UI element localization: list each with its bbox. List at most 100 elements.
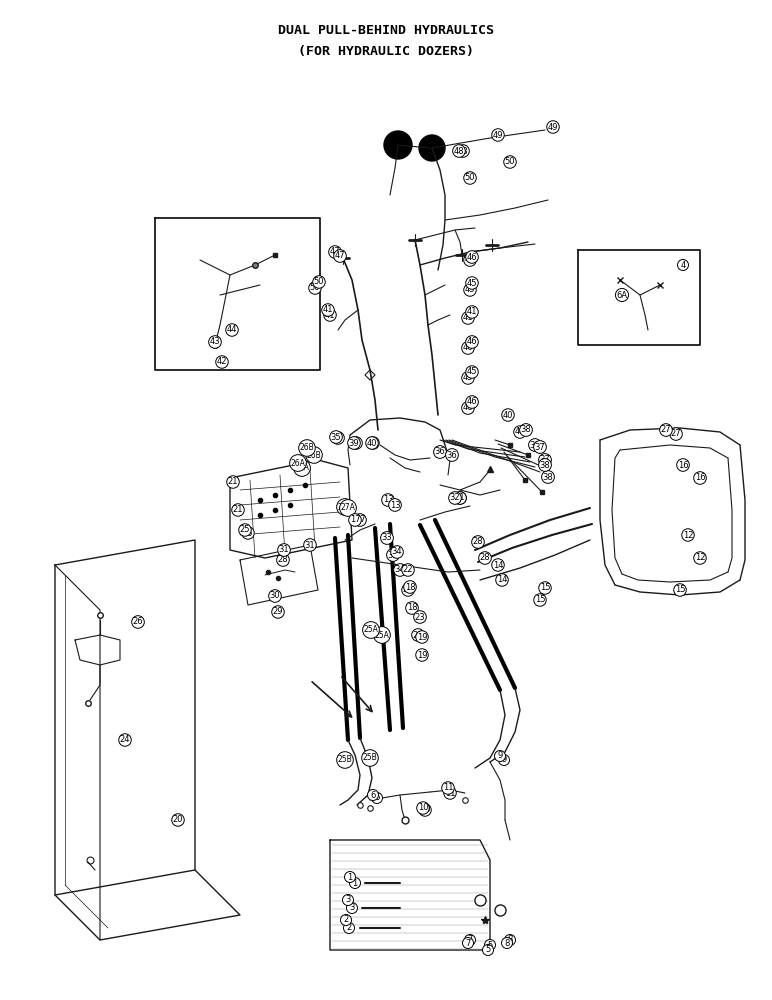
Text: 30: 30 — [269, 591, 280, 600]
Text: 32: 32 — [455, 493, 466, 502]
Circle shape — [419, 135, 445, 161]
Text: 26A: 26A — [295, 464, 310, 473]
Text: 41: 41 — [323, 306, 334, 314]
Text: 41: 41 — [462, 314, 473, 322]
Text: 46: 46 — [467, 252, 477, 261]
Text: 34: 34 — [394, 566, 405, 574]
Text: 25: 25 — [242, 528, 253, 538]
Text: 14: 14 — [496, 576, 507, 584]
Text: 1: 1 — [347, 872, 353, 882]
Text: 26B: 26B — [300, 444, 314, 452]
Text: 25A: 25A — [374, 631, 389, 640]
Text: 26B: 26B — [306, 450, 321, 460]
Text: 15: 15 — [675, 585, 686, 594]
Text: 49: 49 — [548, 122, 558, 131]
Text: 45: 45 — [467, 278, 477, 288]
Text: 40: 40 — [367, 438, 378, 448]
Text: 27A: 27A — [337, 502, 353, 512]
Text: 38: 38 — [520, 426, 531, 434]
Text: 23: 23 — [415, 612, 425, 621]
Text: 11: 11 — [443, 784, 453, 792]
Circle shape — [384, 131, 412, 159]
Text: 38: 38 — [543, 473, 554, 482]
Text: 8: 8 — [507, 936, 513, 944]
Text: 11: 11 — [445, 788, 455, 798]
Text: 40: 40 — [367, 438, 378, 448]
Text: 19: 19 — [417, 650, 427, 660]
Text: 15: 15 — [535, 595, 545, 604]
Text: 8: 8 — [504, 938, 510, 948]
Text: 31: 31 — [305, 540, 315, 550]
Text: 6: 6 — [374, 794, 380, 802]
Text: 50: 50 — [313, 277, 324, 286]
Text: 31: 31 — [279, 546, 290, 554]
Text: 38: 38 — [540, 460, 550, 470]
Text: 50: 50 — [465, 174, 476, 182]
Text: 23: 23 — [413, 631, 423, 640]
Text: 7: 7 — [467, 936, 472, 944]
Text: 27A: 27A — [340, 504, 355, 512]
Text: 42: 42 — [217, 358, 227, 366]
Text: 25A: 25A — [364, 626, 378, 635]
Text: 12: 12 — [695, 554, 706, 562]
Text: 41: 41 — [467, 308, 477, 316]
Text: 41: 41 — [325, 310, 335, 320]
Text: 46: 46 — [467, 338, 477, 347]
Text: 3: 3 — [345, 896, 350, 904]
Text: 1: 1 — [352, 879, 357, 888]
Text: 9: 9 — [501, 756, 506, 764]
Text: 25: 25 — [240, 526, 250, 534]
Text: 37: 37 — [540, 456, 550, 464]
Text: 5: 5 — [486, 946, 491, 954]
Text: 48: 48 — [454, 146, 464, 155]
Text: 46: 46 — [462, 344, 473, 353]
Text: 32: 32 — [449, 493, 460, 502]
Text: 2: 2 — [344, 916, 349, 924]
Text: 3: 3 — [349, 904, 354, 912]
Text: 22: 22 — [403, 566, 413, 574]
Text: 12: 12 — [682, 530, 693, 540]
Text: 33: 33 — [381, 534, 392, 542]
Text: 44: 44 — [227, 326, 237, 334]
Text: 46: 46 — [467, 397, 477, 406]
Text: 13: 13 — [383, 495, 393, 504]
Text: 28: 28 — [472, 538, 483, 546]
Text: 39: 39 — [350, 438, 361, 448]
Text: 6A: 6A — [616, 290, 628, 300]
Text: 40: 40 — [515, 428, 525, 436]
Text: 17: 17 — [354, 516, 365, 524]
Text: 49: 49 — [493, 130, 503, 139]
Text: 6: 6 — [371, 790, 376, 800]
Text: 34: 34 — [391, 548, 402, 556]
Text: 4: 4 — [680, 260, 686, 269]
Text: 45: 45 — [467, 367, 477, 376]
Text: 40: 40 — [503, 410, 513, 420]
Text: 20: 20 — [173, 816, 183, 824]
Text: 10: 10 — [418, 804, 428, 812]
Text: 26A: 26A — [290, 458, 306, 468]
Text: 21: 21 — [228, 478, 239, 487]
Text: 15: 15 — [540, 584, 550, 592]
Text: 13: 13 — [390, 500, 401, 510]
Text: 16: 16 — [695, 474, 706, 483]
Text: 37: 37 — [535, 442, 545, 452]
Text: 39: 39 — [349, 438, 359, 448]
Text: 46: 46 — [462, 403, 473, 412]
Text: 35: 35 — [330, 432, 341, 442]
Text: 2: 2 — [347, 924, 351, 932]
Text: 47: 47 — [330, 247, 340, 256]
Text: 18: 18 — [407, 603, 418, 612]
Text: 36: 36 — [435, 448, 445, 456]
Text: 7: 7 — [466, 938, 471, 948]
Text: 35: 35 — [333, 434, 344, 442]
Text: 5: 5 — [487, 940, 493, 950]
Text: 19: 19 — [417, 633, 427, 642]
Text: 10: 10 — [420, 806, 430, 814]
Text: 17: 17 — [350, 516, 361, 524]
Text: 28: 28 — [278, 556, 288, 564]
Text: 50: 50 — [505, 157, 515, 166]
Text: 38: 38 — [530, 440, 540, 450]
Text: 48: 48 — [458, 146, 469, 155]
Text: 47: 47 — [335, 251, 345, 260]
Text: 45: 45 — [465, 286, 476, 294]
